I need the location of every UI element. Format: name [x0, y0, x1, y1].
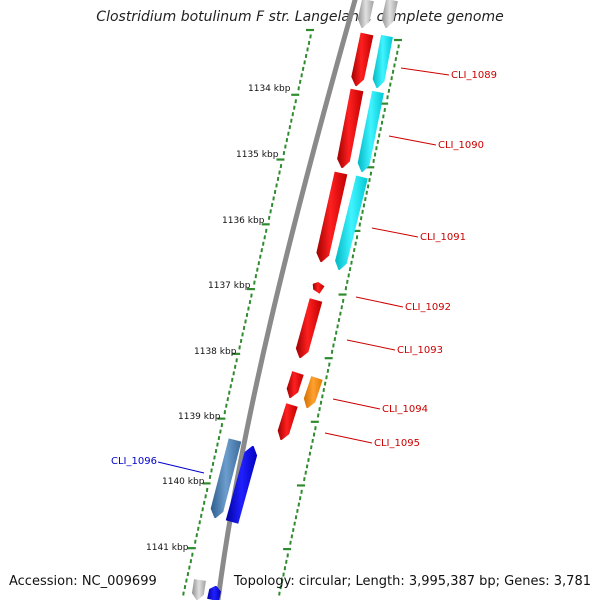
topology-text: Topology: circular; Length: 3,995,387 bp… [233, 574, 591, 589]
gene-partial-top [357, 0, 374, 29]
scale-label: 1140 kbp [162, 477, 205, 487]
gene-cli-1096 [210, 438, 242, 519]
leader-cli-1089 [400, 67, 450, 76]
leader-cli-1096 [157, 461, 205, 474]
gene-labels: CLI_1089 CLI_1090 CLI_1091 CLI_1092 CLI_… [111, 70, 497, 467]
gene-cli-1091 [316, 171, 348, 263]
gene-cli-1094-pair [286, 371, 304, 399]
scale-label: 1138 kbp [194, 347, 237, 357]
gene-label-cli-1096[interactable]: CLI_1096 [111, 456, 157, 467]
gene-cli-1092 [312, 282, 325, 294]
gene-cli-1095 [277, 403, 298, 441]
gene-cli-1091-companion [335, 175, 368, 271]
gene-label-cli-1090[interactable]: CLI_1090 [438, 140, 484, 151]
gene-cli-1096-companion [225, 445, 258, 524]
scale-label: 1137 kbp [208, 281, 251, 291]
gene-features [191, 0, 398, 600]
scale-label: 1134 kbp [248, 84, 291, 94]
scale-ticks-left [182, 28, 314, 596]
gene-label-cli-1095[interactable]: CLI_1095 [374, 438, 420, 449]
gene-cli-1093 [295, 298, 323, 359]
leader-cli-1095 [324, 432, 373, 444]
scale-label: 1135 kbp [236, 150, 279, 160]
gene-partial-bottom [207, 585, 221, 600]
scale-labels: 1134 kbp 1135 kbp 1136 kbp 1137 kbp 1138… [146, 84, 291, 553]
gene-partial-bottom [191, 579, 206, 600]
gene-label-cli-1092[interactable]: CLI_1092 [405, 302, 451, 313]
scale-ticks-right [278, 38, 402, 596]
gene-cli-1090-companion [357, 90, 384, 173]
scale-label: 1136 kbp [222, 216, 265, 226]
gene-cli-1089-companion [372, 34, 393, 89]
gene-label-cli-1093[interactable]: CLI_1093 [397, 345, 443, 356]
label-leader-lines [157, 67, 450, 474]
leader-cli-1091 [371, 227, 419, 238]
scale-label: 1139 kbp [178, 412, 221, 422]
genome-backbone [215, 0, 358, 600]
gene-label-cli-1094[interactable]: CLI_1094 [382, 404, 428, 415]
scale-label: 1141 kbp [146, 543, 189, 553]
leader-cli-1094 [332, 398, 381, 410]
gene-partial-top [381, 0, 398, 29]
leader-cli-1093 [346, 339, 396, 351]
gene-cli-1089 [351, 32, 374, 87]
gene-cli-1090 [337, 88, 364, 169]
leader-cli-1090 [388, 135, 437, 146]
leader-cli-1092 [355, 296, 404, 308]
gene-label-cli-1089[interactable]: CLI_1089 [451, 70, 497, 81]
gene-label-cli-1091[interactable]: CLI_1091 [420, 232, 466, 243]
map-title: Clostridium botulinum F str. Langeland, … [96, 9, 504, 25]
gene-cli-1094 [303, 376, 323, 409]
accession-text: Accession: NC_009699 [9, 574, 157, 589]
